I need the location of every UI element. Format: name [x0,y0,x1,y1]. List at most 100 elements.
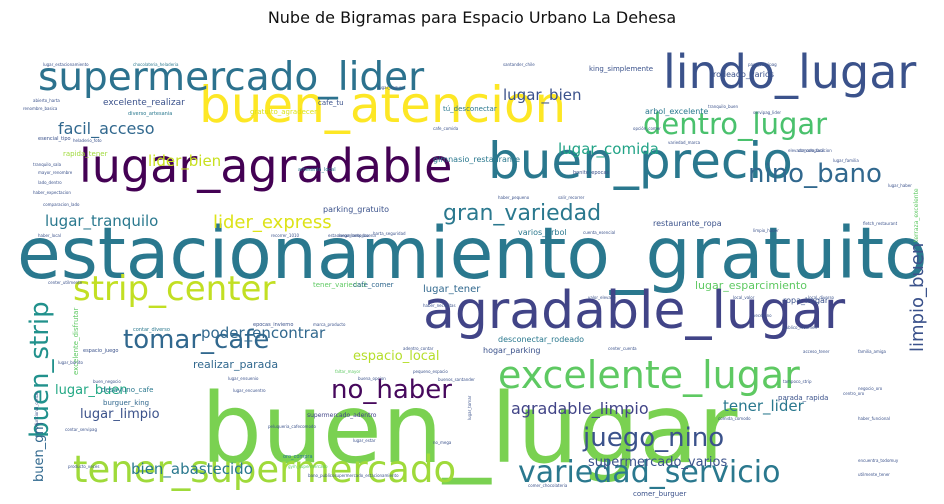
cloud-word: heladerio_foto [73,138,102,143]
cloud-word: centro_oro [843,391,865,396]
cloud-word: supermercado_adentro [307,412,377,419]
cloud-word: contar_diverso [133,327,170,333]
cloud-word: parking_gratuito [323,205,389,214]
cloud-word: chocolateria_heladeria [133,62,179,67]
cloud-word: diverso_artesania [128,111,172,117]
cloud-word: lugar_comida [558,140,659,159]
cloud-word: hogar_parking [483,346,541,355]
cloud-word: lugar_tener [423,284,481,295]
cloud-word: lugar_estacionamiento [43,62,89,67]
cloud-word: excelente_disfrutar [72,308,80,375]
cloud-word: tranquilo_sala [33,162,62,167]
cloud-word: elevado_comparacion [788,148,832,153]
cloud-word: lugar_agradable [79,139,452,193]
cloud-word: comida_comodo [718,416,751,421]
cloud-word: buen_precio [488,132,793,190]
cloud-word: limpio_buen [907,243,928,352]
cloud-word: lugar_limpio [80,407,160,422]
cloud-word: producto_veces [68,464,99,469]
cloud-word: comparacion_lado [43,202,80,207]
cloud-word: strip_center [73,269,275,309]
cloud-word: buen_negocio [93,379,121,384]
cloud-word: utilmente_tener [858,472,890,477]
cloud-word: lugar_tranquilo [45,212,158,231]
cloud-word: desconectar_rodeado [498,335,584,344]
cloud-word: agradable_limpio [511,399,649,419]
cloud-word: bonito_epocas [573,170,609,176]
cloud-word: supermercado_varios [588,455,727,470]
cloud-word: abierto_harta [33,98,60,103]
cloud-word: fletch_restaurant [863,221,898,226]
cloud-word: excelente_realizar [103,98,185,108]
cloud-word: haber_funcional [858,416,890,421]
cloud-word: gratuito_agradecer [250,108,317,116]
cloud-word: recorrer_1010 [271,233,300,238]
cloud-word: rodeado_varios [713,70,774,79]
cloud-word: comodo_facil [798,148,824,153]
cloud-word: terraza_excelente [913,188,920,242]
cloud-word: lugar_buen [55,383,128,398]
cloud-word: espacio_juego [83,348,118,354]
cloud-word: restaurante_ropa [653,219,722,228]
cloud-word: variedad_servicio [518,455,780,490]
cloud-word: varios_arbol [518,228,567,237]
cloud-word: tomar_cafe [123,325,269,355]
cloud-word: comer_chocolateria [528,483,568,488]
cloud-word: lugar_esparcimiento [695,279,807,292]
cloud-word: local_diverso [808,295,835,300]
cloud-word: epocas_invierno [253,322,293,328]
cloud-word: negocio_oro [858,386,883,391]
cloud-word: renombre_basica [23,106,58,111]
word-cloud: estacionamiento_gratuitobuen_lugaragrada… [17,45,928,498]
cloud-word: lider_express [213,212,332,233]
cloud-word: cafe_comida [433,126,459,131]
cloud-word: no_haber [331,375,452,405]
cloud-word: cuenta_esencial [583,230,615,235]
cloud-word: valor_elevado [588,295,616,300]
cloud-word: tener_lider [723,397,805,416]
cloud-word: tampoco_strip [783,379,812,384]
cloud-word: buena_opcion [358,376,386,381]
cloud-word: juego_nino [582,423,724,453]
cloud-word: desayuno_cafe [101,386,153,394]
cloud-word: buen_gm [32,422,47,482]
cloud-word: lindo_lugar [663,45,916,99]
cloud-word: lugar_haber [888,183,912,188]
cloud-word: gimnasio_restaurante [433,155,520,164]
cloud-word: poder_encontrar [201,324,326,343]
cloud-word: estacionamiento_gratuito [17,212,928,295]
cloud-word: lugar_estar [353,438,376,443]
cloud-word: artesania_local [298,167,336,173]
cloud-word: lugar_bien [503,86,581,105]
cloud-word: harta_seguridad [373,231,406,236]
cloud-word: peluqueria_cafecomodo [268,424,316,429]
cloud-word: realizar_parada [193,358,278,371]
cloud-word: bano_publicosupermercado_estacionamiento [308,473,399,478]
cloud-word: esencial_tipo [38,136,71,142]
cloud-word: facil_acceso [58,119,155,139]
cloud-word: local_valor [733,295,755,300]
cloud-word: encuentra_todomuy [858,458,899,463]
cloud-word: marca_producto [313,322,346,327]
cloud-word: parada_rapida [778,394,828,402]
cloud-word: tranquilo_buen [708,104,738,109]
cloud-word: dentro_lugar [643,107,827,141]
cloud-word: limpio_haber [753,228,779,233]
cloud-word: mega_tampoco [338,233,369,238]
cloud-word: funcional_contar [34,391,39,425]
cloud-word: bien_abastecido [131,460,253,479]
cloud-word: buen_atencion [199,76,566,134]
cloud-word: arbol_excelente [645,107,708,116]
cloud-word: tener_supermercado [73,448,456,491]
cloud-word: supermercado_lider [38,55,425,100]
cloud-word: gym_supermercado [288,464,328,469]
cloud-word: espacio_local [353,349,440,364]
cloud-word: nino_bano [748,159,882,189]
cloud-word: tú_desconectar [443,105,497,113]
cloud-word: haber_necesitas [423,303,456,308]
cloud-word: haber_pequeno [498,195,530,200]
cloud-word: lugar_tomar [467,395,472,420]
cloud-word: center_utilmente [48,280,83,285]
cloud-word: rapida_tener [63,150,108,158]
cloud-word: center_cuenta [608,346,637,351]
